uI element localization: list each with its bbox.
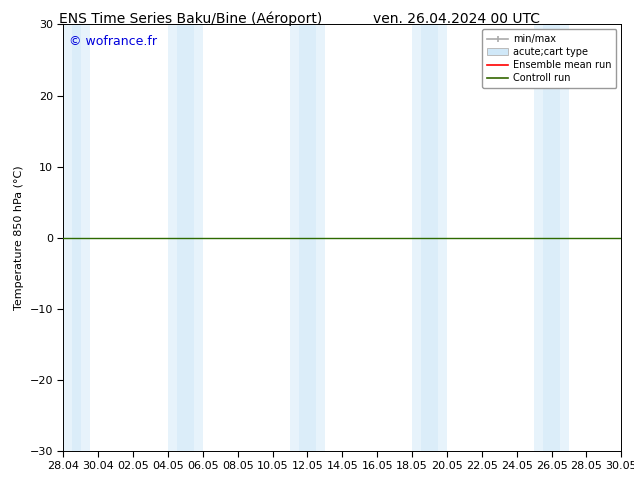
Bar: [177, 24, 194, 451]
Text: ENS Time Series Baku/Bine (Aéroport): ENS Time Series Baku/Bine (Aéroport): [58, 12, 322, 26]
Bar: [290, 24, 325, 451]
Bar: [421, 24, 438, 451]
Bar: [299, 24, 316, 451]
Text: © wofrance.fr: © wofrance.fr: [69, 35, 157, 48]
Bar: [543, 24, 560, 451]
Legend: min/max, acute;cart type, Ensemble mean run, Controll run: min/max, acute;cart type, Ensemble mean …: [482, 29, 616, 88]
Bar: [534, 24, 569, 451]
Bar: [63, 24, 89, 451]
Bar: [412, 24, 447, 451]
Y-axis label: Temperature 850 hPa (°C): Temperature 850 hPa (°C): [14, 165, 24, 310]
Text: ven. 26.04.2024 00 UTC: ven. 26.04.2024 00 UTC: [373, 12, 540, 26]
Bar: [72, 24, 81, 451]
Bar: [168, 24, 203, 451]
